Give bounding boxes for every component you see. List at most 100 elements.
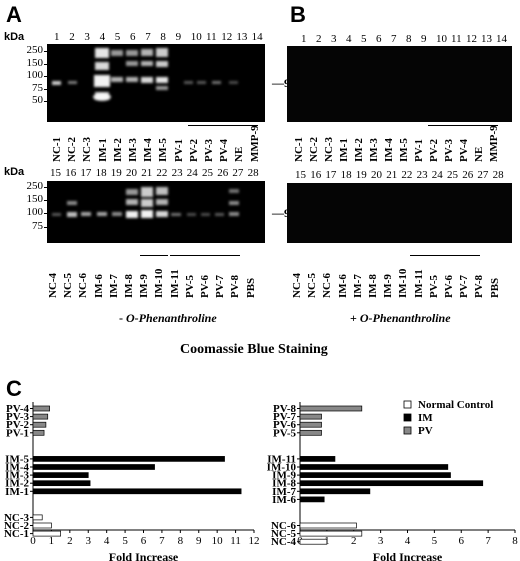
mw-tick <box>44 101 48 103</box>
legend-swatch <box>403 413 412 422</box>
lane-label: IM-7 <box>351 274 364 298</box>
mw-marker: 250 <box>26 44 44 56</box>
lane-label: NC-6 <box>321 272 334 298</box>
lane-number: 7 <box>391 33 397 45</box>
lane-label: NC-5 <box>62 272 75 298</box>
lane-label: IM-11 <box>412 269 425 298</box>
lane-number: 15 <box>50 167 61 179</box>
mw-marker: 100 <box>26 69 44 82</box>
gel-a-bottom-bands <box>52 187 239 218</box>
lane-number: 21 <box>386 169 398 181</box>
lane-label: PV-6 <box>443 274 455 298</box>
lane-number: 3 <box>331 33 337 45</box>
pv-group-line-a-bottom <box>170 255 240 256</box>
lane-label: PV-3 <box>443 138 455 162</box>
gel-a-top-bands <box>52 48 238 101</box>
bar <box>32 530 61 537</box>
bar <box>299 522 357 529</box>
lane-number: 11 <box>206 31 217 43</box>
legend-label: Normal Control <box>418 399 493 411</box>
y-tick-label: IM-6 <box>272 494 296 506</box>
lane-label: IM-6 <box>92 274 105 298</box>
kda-label: kDa <box>4 31 25 43</box>
bar <box>299 480 484 487</box>
lane-label: IM-4 <box>142 138 155 162</box>
lane-label: PV-1 <box>172 138 185 162</box>
mw-tick <box>44 187 48 188</box>
lane-label: NE <box>233 146 246 162</box>
x-tick-label: 0 <box>30 535 36 547</box>
y-tick-label: PV-1 <box>6 427 29 439</box>
x-axis-label: Fold Increase <box>109 550 179 561</box>
panel-letter-b: B <box>290 2 306 27</box>
bar <box>32 456 225 462</box>
y-tick-label: IM-4 <box>5 462 29 474</box>
mw-marker: 50 <box>32 94 43 107</box>
gel-a-top <box>47 44 265 122</box>
x-tick-label: 2 <box>351 535 357 547</box>
x-tick-label: 4 <box>104 535 110 547</box>
lane-label: NC-5 <box>306 272 319 298</box>
lane-number: 18 <box>95 167 107 179</box>
x-axis-label: Fold Increase <box>373 550 443 561</box>
lane-number: 4 <box>99 31 106 43</box>
bar <box>299 464 449 470</box>
legend-swatch <box>403 400 412 409</box>
pv-group-line-b-bottom <box>410 255 480 256</box>
lane-number: 9 <box>421 33 427 45</box>
lane-number: 21 <box>141 167 153 179</box>
lane-number: 25 <box>447 169 458 181</box>
lane-label: IM-5 <box>398 138 410 162</box>
x-tick-label: 7 <box>159 535 165 547</box>
bar <box>32 429 45 436</box>
lane-label: PV-1 <box>413 138 425 162</box>
y-tick-label: NC-6 <box>271 520 297 532</box>
condition-a: - O-Phenanthroline <box>119 311 217 326</box>
condition-b-text: + O-Phenanthroline <box>350 311 451 325</box>
lane-label: PV-6 <box>199 274 211 298</box>
lane-label: PV-4 <box>458 138 470 162</box>
lane-number: 26 <box>462 169 474 181</box>
lane-label: IM-11 <box>168 269 181 298</box>
lane-label: PV-7 <box>214 274 227 298</box>
gel-b-top <box>287 46 512 122</box>
lane-label: PV-8 <box>473 274 486 298</box>
lane-label: NC-3 <box>81 136 94 162</box>
lane-number: 17 <box>80 167 92 179</box>
y-tick-label: NC-1 <box>4 528 29 540</box>
lane-number: 27 <box>232 167 244 179</box>
lane-number: 15 <box>295 169 306 181</box>
lane-number: 6 <box>130 31 136 43</box>
x-tick-label: 3 <box>86 535 92 547</box>
bar <box>32 472 89 478</box>
lane-label: IM-8 <box>367 274 379 298</box>
lane-number: 28 <box>492 169 504 181</box>
mw-tick <box>44 200 48 202</box>
lane-label: IM-5 <box>157 138 170 162</box>
lane-number: 1 <box>54 31 60 43</box>
x-tick-label: 5 <box>122 535 128 547</box>
lane-label: IM-10 <box>397 268 410 298</box>
lane-label: NC-1 <box>51 136 63 162</box>
bar <box>32 464 155 470</box>
mw-marker: 150 <box>26 56 44 69</box>
staining-title: Coomassie Blue Staining <box>180 342 328 357</box>
x-tick-label: 7 <box>485 535 491 547</box>
lane-label: PV-2 <box>187 138 200 162</box>
bar <box>299 538 328 545</box>
bar <box>299 488 371 495</box>
im-group-line-a-bottom <box>140 255 168 256</box>
bar <box>299 429 322 436</box>
lane-label: NC-6 <box>77 272 90 298</box>
reagent-name: O-Phenanthroline <box>126 311 217 325</box>
gel-a-bottom <box>47 181 265 243</box>
lane-number: 6 <box>376 33 382 45</box>
y-tick-label: IM-3 <box>5 470 29 482</box>
lane-label: IM-4 <box>383 138 395 162</box>
lane-number: 2 <box>69 31 75 43</box>
lane-number: 8 <box>160 31 166 43</box>
y-tick-label: NC-3 <box>4 512 30 524</box>
condition-a-text: - O-Phenanthroline <box>119 311 217 325</box>
lane-number: 10 <box>436 33 447 45</box>
lane-number: 24 <box>431 169 443 181</box>
